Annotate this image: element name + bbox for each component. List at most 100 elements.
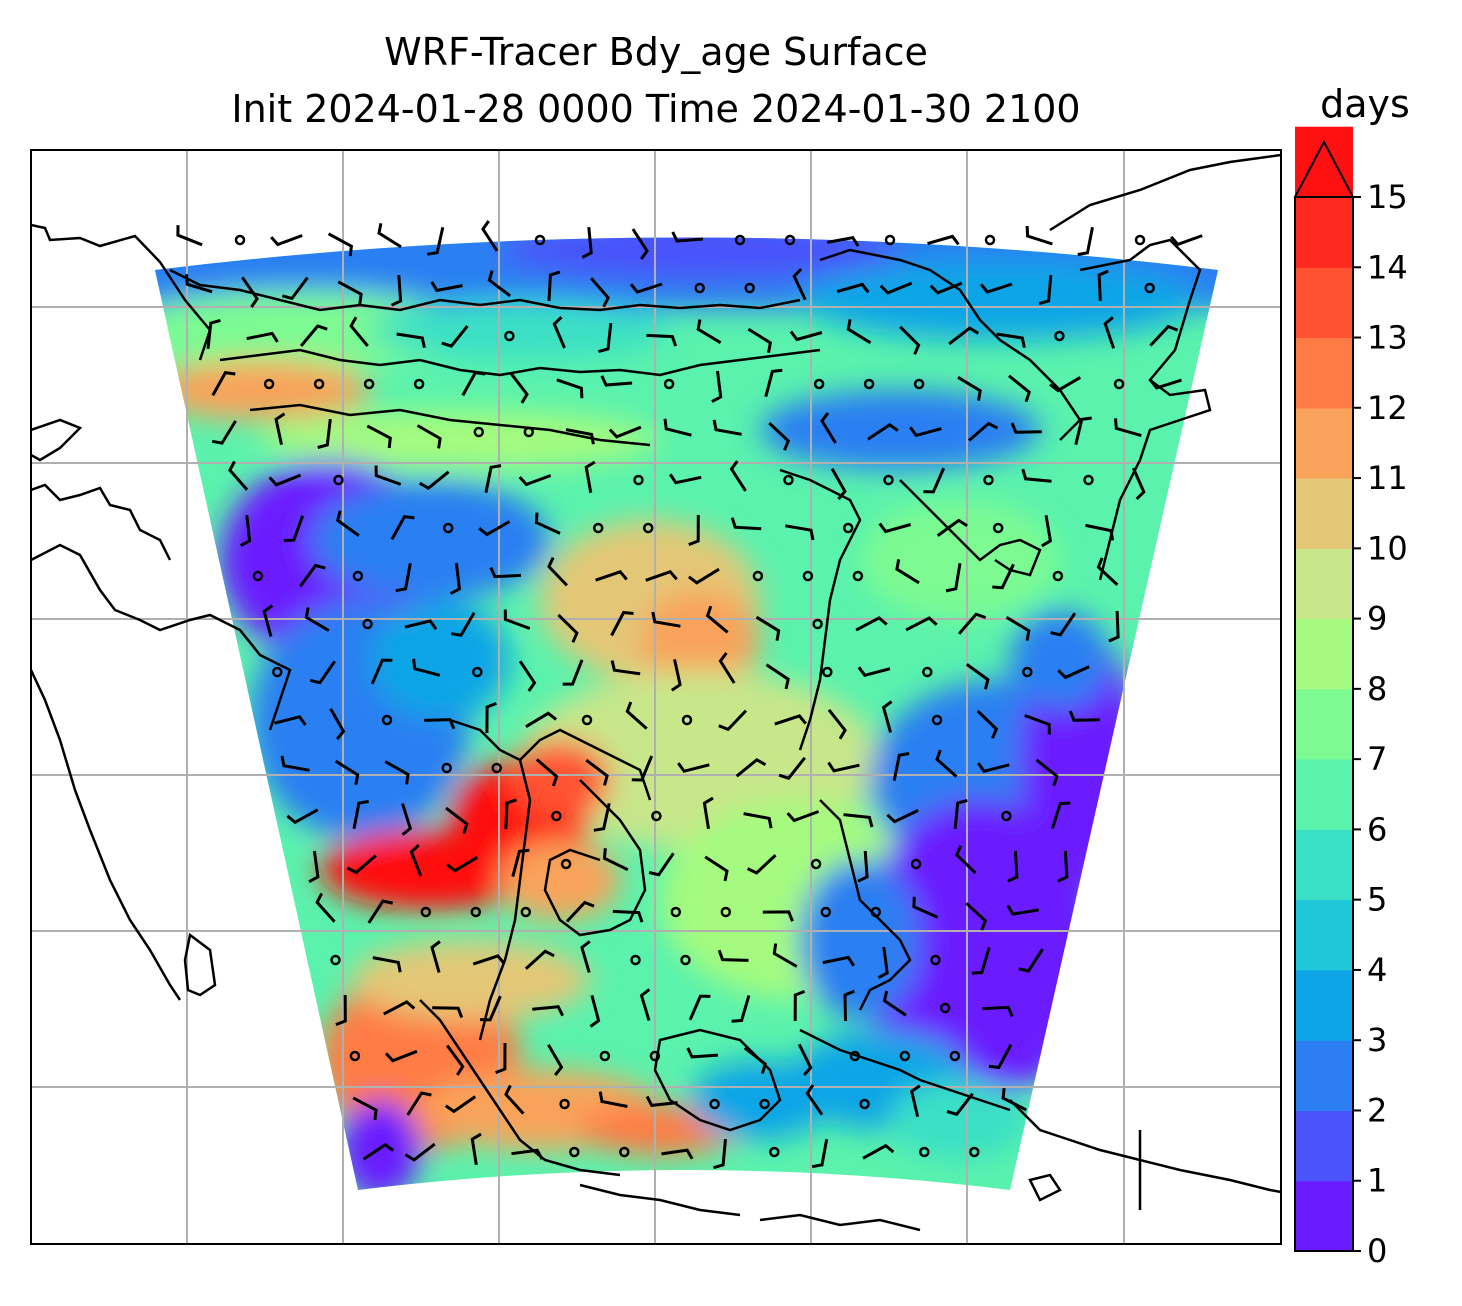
wind-barb xyxy=(534,512,561,535)
calm-wind-marker xyxy=(330,954,341,966)
calm-wind-marker xyxy=(680,954,691,966)
wind-barb xyxy=(743,1046,767,1074)
wind-barb xyxy=(1008,374,1031,403)
wind-barb xyxy=(384,1049,418,1063)
wind-barb xyxy=(718,652,736,684)
wind-barb xyxy=(786,810,820,823)
wind-barb xyxy=(524,949,555,970)
wind-barb xyxy=(608,425,642,439)
calm-wind-marker xyxy=(870,906,882,918)
wind-barb xyxy=(598,1091,628,1108)
calm-wind-marker xyxy=(420,906,432,918)
wind-barb xyxy=(645,1095,678,1108)
wind-barb xyxy=(1041,514,1053,548)
wind-barb xyxy=(857,666,891,678)
wind-barb xyxy=(404,1142,436,1162)
wind-barb xyxy=(1170,234,1203,247)
wind-barb xyxy=(792,267,807,301)
coastlines xyxy=(31,153,1281,1232)
colorbar-bin xyxy=(1295,1180,1353,1252)
wind-barb xyxy=(982,1005,1014,1018)
colorbar-tick-label: 6 xyxy=(1367,810,1387,848)
colorbar-tick-label: 14 xyxy=(1367,248,1408,286)
calm-wind-marker xyxy=(252,570,264,582)
wind-barb xyxy=(895,559,920,585)
calm-wind-marker xyxy=(569,1146,580,1158)
wind-barb xyxy=(478,520,511,537)
wind-barb xyxy=(805,1084,824,1116)
wind-barb xyxy=(418,470,450,491)
calm-wind-marker xyxy=(922,666,933,678)
calm-wind-marker xyxy=(992,522,1004,534)
calm-wind-marker xyxy=(802,570,814,582)
wind-barb xyxy=(670,658,682,692)
wind-barb xyxy=(705,605,729,634)
wind-barb xyxy=(696,319,722,344)
wind-barb xyxy=(905,616,938,632)
wind-barb xyxy=(988,1043,1013,1070)
calm-wind-marker xyxy=(984,234,996,246)
tracer-field xyxy=(155,237,1218,1190)
wind-barb xyxy=(663,418,692,437)
wind-barb xyxy=(1006,904,1039,916)
wind-barb xyxy=(772,943,798,968)
wind-barb xyxy=(504,1084,525,1115)
wind-barb xyxy=(1024,714,1051,735)
wind-barb xyxy=(395,562,412,593)
wind-barb xyxy=(785,524,815,541)
calm-wind-marker xyxy=(670,906,682,918)
wind-barb xyxy=(923,467,946,494)
colorbar-bin xyxy=(1295,267,1353,339)
wind-barb xyxy=(352,1096,378,1121)
wind-barb xyxy=(481,220,499,252)
wind-barb xyxy=(445,1044,465,1076)
wind-barb xyxy=(590,277,610,308)
wind-barb xyxy=(1131,467,1146,501)
wind-barb xyxy=(610,660,641,676)
wind-barb xyxy=(645,569,678,582)
calm-wind-marker xyxy=(694,282,705,294)
wind-barb xyxy=(712,419,742,436)
wind-barb xyxy=(593,802,611,832)
wind-barb xyxy=(382,1000,416,1016)
colorbar-tick-label: 5 xyxy=(1367,881,1387,919)
wind-barb xyxy=(1057,665,1090,680)
wind-barb xyxy=(612,909,644,923)
wind-barb xyxy=(299,324,328,347)
wind-barb xyxy=(661,1148,694,1160)
calm-wind-marker xyxy=(983,474,994,486)
calm-wind-marker xyxy=(362,618,373,630)
wind-barb xyxy=(472,954,506,966)
wind-barb xyxy=(1068,710,1101,722)
wind-barb xyxy=(1021,468,1052,483)
calm-wind-marker xyxy=(381,714,393,726)
calm-wind-marker xyxy=(820,906,832,918)
wind-barb xyxy=(855,616,888,632)
wind-barb xyxy=(367,899,393,924)
wind-barb xyxy=(953,798,968,830)
colorbar-outline xyxy=(1294,197,1354,1252)
calm-wind-marker xyxy=(313,378,325,390)
colorbar-bin xyxy=(1295,478,1353,549)
calm-wind-marker xyxy=(581,714,593,726)
wind-barb xyxy=(927,234,960,246)
wind-barb xyxy=(270,234,303,247)
colorbar-tick-label: 4 xyxy=(1367,951,1387,989)
wind-barb xyxy=(602,848,629,872)
wind-barb xyxy=(899,325,921,355)
wind-barb xyxy=(317,418,332,449)
wind-barb xyxy=(718,709,748,732)
wind-barb xyxy=(820,412,837,444)
wind-barb xyxy=(334,759,360,785)
wind-barb xyxy=(879,281,913,295)
wind-barb xyxy=(335,994,347,1027)
wind-barb xyxy=(432,1006,464,1019)
calm-wind-marker xyxy=(413,378,425,390)
wind-barb xyxy=(206,318,221,350)
wind-barb xyxy=(774,714,807,726)
wind-barb xyxy=(370,658,393,685)
wind-barb xyxy=(687,567,720,585)
colorbar-tick-label: 0 xyxy=(1367,1232,1387,1270)
wind-barb xyxy=(511,1148,544,1160)
